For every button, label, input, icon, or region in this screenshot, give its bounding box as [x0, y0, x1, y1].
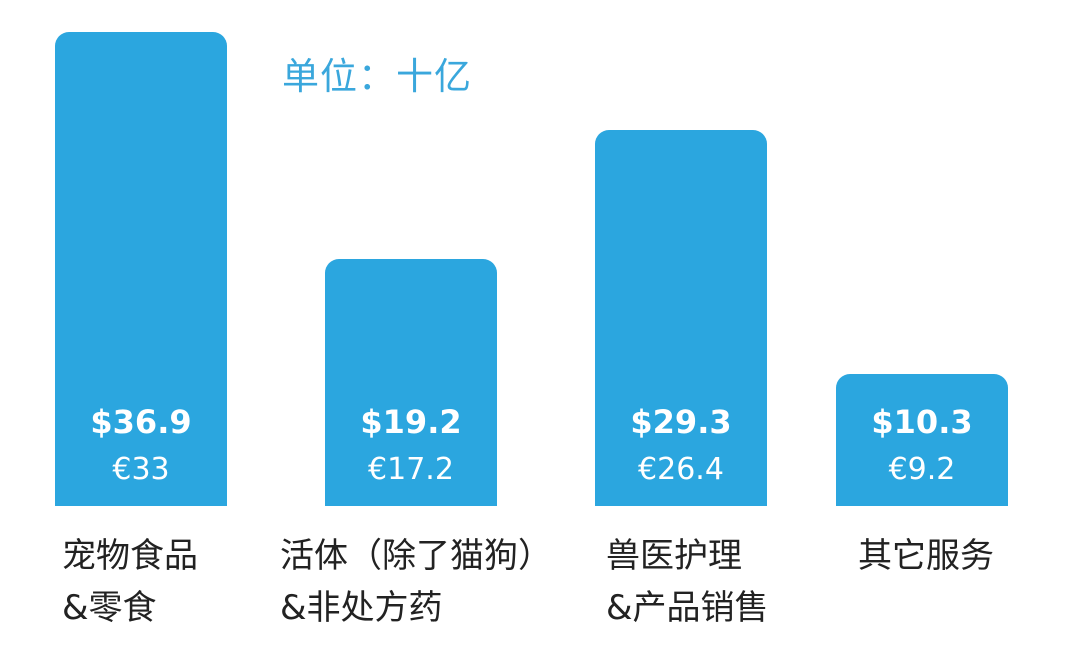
category-label-line: &非处方药	[280, 588, 443, 628]
category-label-line: &产品销售	[606, 588, 769, 628]
unit-label: 单位：十亿	[282, 55, 472, 98]
bar-value-usd: $29.3	[630, 403, 732, 441]
bar-value-usd: $10.3	[871, 403, 973, 441]
bar-value-usd: $19.2	[360, 403, 462, 441]
category-label: 宠物食品 &零食	[62, 530, 198, 634]
category-label-line: 宠物食品	[62, 536, 198, 576]
category-label-line: 其它服务	[858, 536, 994, 576]
category-label: 其它服务	[858, 530, 994, 582]
bar-3	[595, 130, 767, 506]
bar-4	[836, 374, 1008, 506]
bar-1	[55, 32, 227, 506]
category-label-line: &零食	[62, 588, 157, 628]
category-label: 兽医护理 &产品销售	[606, 530, 769, 634]
bar-value-usd: $36.9	[90, 403, 192, 441]
bar-value-eur: €9.2	[888, 452, 956, 487]
category-label: 活体（除了猫狗） &非处方药	[280, 530, 552, 634]
bar-value-eur: €26.4	[638, 452, 724, 487]
bar-2	[325, 259, 497, 506]
category-label-line: 活体（除了猫狗）	[280, 536, 552, 576]
bar-value-eur: €17.2	[368, 452, 454, 487]
bar-value-eur: €33	[112, 452, 170, 487]
category-label-line: 兽医护理	[606, 536, 742, 576]
